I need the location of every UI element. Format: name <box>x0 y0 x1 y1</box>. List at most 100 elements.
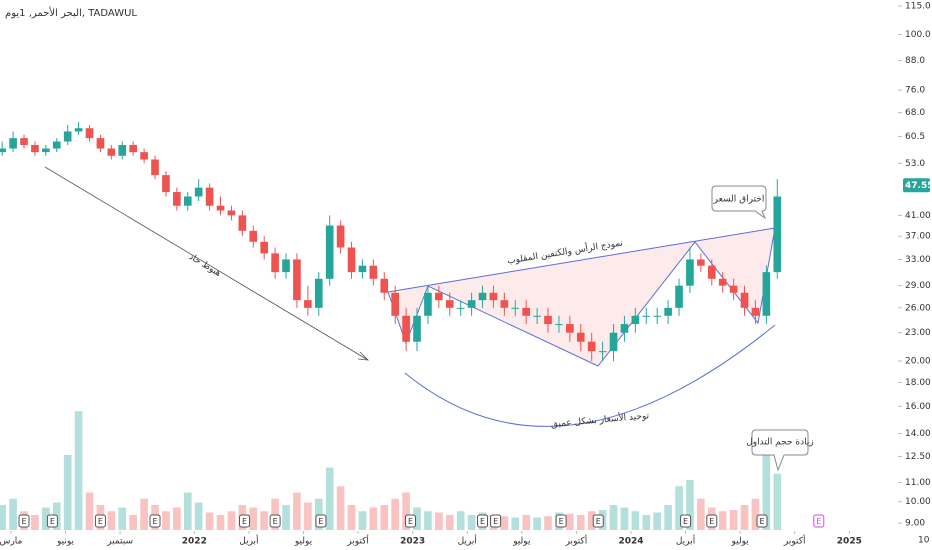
candle-body <box>380 278 389 293</box>
volume-bar <box>740 505 749 530</box>
candle-body <box>435 292 443 301</box>
candle-body <box>718 278 727 286</box>
earnings-marker <box>18 514 30 528</box>
y-tick-label: 100.0 <box>905 30 931 40</box>
volume-bar <box>653 512 662 530</box>
candle-body <box>424 292 432 316</box>
volume-bar <box>118 507 127 530</box>
x-tick-label: يونيو <box>56 537 75 547</box>
volume-bar <box>467 515 476 530</box>
candle-body <box>358 265 367 273</box>
y-tick-label: 23.00 <box>905 328 931 338</box>
volume-bar <box>369 507 378 530</box>
volume-bar <box>391 498 400 530</box>
volume-bar <box>445 515 454 530</box>
candle-body <box>336 225 345 248</box>
corner-label: 10 <box>918 536 930 546</box>
candle-body <box>238 215 247 231</box>
volume-bar <box>358 511 367 530</box>
volume-bar <box>456 511 465 530</box>
y-tick-label: 76.0 <box>905 86 925 96</box>
x-tick-label: مارس <box>0 537 23 547</box>
y-tick-label: 10.00 <box>905 497 931 507</box>
x-tick-label: يوليو <box>294 537 313 547</box>
volume-bar <box>260 511 269 530</box>
x-tick-label: يوليو <box>731 537 750 547</box>
annotation: هبوط حاد <box>187 252 223 279</box>
volume-bar <box>293 492 301 530</box>
volume-bar <box>205 512 214 530</box>
candle-body <box>151 159 159 176</box>
candle-body <box>129 144 138 153</box>
earnings-label: E <box>559 517 564 526</box>
candle-body <box>522 307 531 316</box>
earnings-marker <box>592 514 604 528</box>
candle-body <box>500 300 509 308</box>
y-tick-label: 16.00 <box>905 402 931 412</box>
x-tick-label: أبريل <box>239 535 258 547</box>
earnings-label: E <box>816 517 821 526</box>
candle-body <box>314 278 323 308</box>
y-tick-label: 37.00 <box>905 232 931 242</box>
volume-bar <box>140 498 148 530</box>
candle-body <box>576 332 585 342</box>
x-tick-label: أبريل <box>676 535 695 547</box>
earnings-marker <box>680 514 692 528</box>
candle-body <box>489 292 498 301</box>
volume-bar <box>620 507 629 530</box>
volume-bar <box>85 492 94 530</box>
candle-body <box>0 148 7 153</box>
x-tick-label: 2022 <box>182 537 207 547</box>
earnings-label: E <box>480 517 485 526</box>
volume-bar <box>566 513 574 530</box>
chart-title: البحر الأحمر, 1يوم, TADAWUL <box>5 6 137 19</box>
candle-body <box>325 225 334 279</box>
candle-body <box>271 253 279 273</box>
volume-bar <box>227 511 236 530</box>
y-tick-label: 14.00 <box>905 429 931 439</box>
candle-body <box>686 259 694 286</box>
candle-body <box>249 230 258 242</box>
candle-body <box>751 307 760 316</box>
earnings-marker <box>706 514 718 528</box>
candle-body <box>413 315 421 342</box>
candle-body <box>173 192 181 206</box>
volume-bar <box>63 455 72 530</box>
earnings-label: E <box>152 517 157 526</box>
earnings-marker <box>756 514 768 528</box>
volume-bar <box>500 516 509 530</box>
x-tick-label: يوليو <box>512 537 531 547</box>
volume-bar <box>609 505 618 530</box>
volume-bar <box>533 517 541 530</box>
annotation: توحيد الأسعار بشكل عميق <box>550 409 650 430</box>
earnings-marker <box>46 514 58 528</box>
earnings-label: E <box>493 517 498 526</box>
x-tick-label: 2023 <box>400 537 425 547</box>
candle-body <box>773 196 782 273</box>
x-tick-label: أكتوبر <box>346 535 369 547</box>
candle-body <box>729 285 738 293</box>
volume-bar <box>173 507 181 530</box>
volume-bar <box>718 511 727 530</box>
volume-bar <box>642 515 651 530</box>
volume-bar <box>424 511 432 530</box>
volume-bar <box>129 515 138 530</box>
volume-bar <box>249 507 258 530</box>
x-tick-label: أكتوبر <box>783 535 806 547</box>
candle-body <box>391 292 400 316</box>
candle-body <box>194 187 203 197</box>
candle-body <box>140 152 148 160</box>
candle-body <box>609 332 618 352</box>
x-tick-label: سبتمبر <box>106 537 133 547</box>
candle-body <box>118 144 127 156</box>
candle-body <box>598 351 607 353</box>
candle-body <box>587 341 596 352</box>
candle-body <box>183 196 192 206</box>
earnings-marker <box>555 514 567 528</box>
last-price-label: 47.55 <box>905 181 932 191</box>
volume-bar <box>336 486 345 530</box>
earnings-label: E <box>596 517 601 526</box>
candle-body <box>96 138 105 149</box>
candle-body <box>402 315 410 342</box>
